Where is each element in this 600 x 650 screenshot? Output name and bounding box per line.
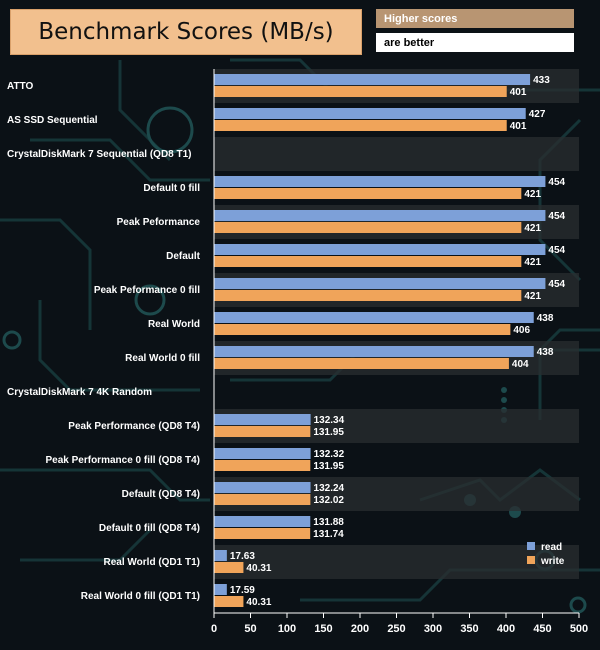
bar-read <box>214 346 534 357</box>
x-tick-label: 0 <box>211 623 217 635</box>
value-label-write: 401 <box>510 121 527 132</box>
bar-write <box>214 324 511 335</box>
category-label: Default 0 fill <box>143 183 200 194</box>
bar-write <box>214 120 507 131</box>
value-label-write: 401 <box>510 87 527 98</box>
value-label-write: 421 <box>524 189 541 200</box>
value-label-write: 40.31 <box>246 563 271 574</box>
bar-read <box>214 414 311 425</box>
bar-write <box>214 562 244 573</box>
bar-read <box>214 210 546 221</box>
value-label-read: 438 <box>537 347 554 358</box>
bar-write <box>214 358 509 369</box>
x-tick-label: 150 <box>314 623 332 635</box>
value-label-read: 17.63 <box>230 551 255 562</box>
bar-write <box>214 596 244 607</box>
value-label-read: 131.88 <box>313 517 344 528</box>
legend: read write <box>527 542 565 567</box>
bar-write <box>214 86 507 97</box>
category-label: CrystalDiskMark 7 Sequential (QD8 T1) <box>7 149 192 160</box>
category-label: Peak Peformance <box>117 217 201 228</box>
value-label-read: 438 <box>537 313 554 324</box>
note-higher-scores: Higher scores <box>376 9 574 28</box>
x-tick-label: 50 <box>244 623 256 635</box>
legend-write-label: write <box>540 556 565 567</box>
value-label-write: 132.02 <box>313 495 344 506</box>
legend-read-label: read <box>541 542 562 553</box>
category-label: Real World 0 fill <box>125 353 200 364</box>
category-label: Peak Performance (QD8 T4) <box>68 421 200 432</box>
category-label: Peak Peformance 0 fill <box>94 285 200 296</box>
bar-read <box>214 550 227 561</box>
category-label: ATTO <box>7 81 34 92</box>
bar-write <box>214 188 522 199</box>
bar-read <box>214 278 546 289</box>
value-label-read: 454 <box>548 177 565 188</box>
category-label: AS SSD Sequential <box>7 115 98 126</box>
value-label-write: 131.95 <box>313 461 344 472</box>
legend-read-swatch <box>527 542 535 550</box>
value-label-read: 132.32 <box>314 449 345 460</box>
value-label-write: 421 <box>524 291 541 302</box>
value-label-write: 131.74 <box>313 529 344 540</box>
bar-read <box>214 584 227 595</box>
bar-read <box>214 448 311 459</box>
category-label: Peak Performance 0 fill (QD8 T4) <box>45 455 200 466</box>
bar-read <box>214 312 534 323</box>
bar-write <box>214 222 522 233</box>
value-label-write: 421 <box>524 223 541 234</box>
category-label: Real World (QD1 T1) <box>104 557 201 568</box>
x-tick-label: 250 <box>387 623 405 635</box>
value-label-read: 132.24 <box>314 483 345 494</box>
x-tick-label: 350 <box>460 623 478 635</box>
legend-write-swatch <box>527 556 535 564</box>
category-label: CrystalDiskMark 7 4K Random <box>7 387 152 398</box>
bar-read <box>214 108 526 119</box>
bar-write <box>214 426 311 437</box>
bar-read <box>214 482 311 493</box>
category-label: Default 0 fill (QD8 T4) <box>99 523 200 534</box>
x-tick-label: 400 <box>497 623 515 635</box>
value-label-write: 40.31 <box>246 597 271 608</box>
x-tick-label: 450 <box>533 623 551 635</box>
row-stripe <box>214 545 579 579</box>
bar-write <box>214 256 522 267</box>
value-label-read: 132.34 <box>314 415 345 426</box>
bar-write <box>214 460 311 471</box>
value-label-read: 427 <box>529 109 546 120</box>
note-are-better: are better <box>376 33 574 52</box>
chart-title: Benchmark Scores (MB/s) <box>10 9 362 55</box>
bar-write <box>214 290 522 301</box>
category-label: Real World 0 fill (QD1 T1) <box>81 591 200 602</box>
value-label-read: 454 <box>548 279 565 290</box>
bar-read <box>214 176 546 187</box>
row-stripe <box>214 137 579 171</box>
x-tick-label: 500 <box>570 623 588 635</box>
value-label-write: 421 <box>524 257 541 268</box>
value-label-write: 131.95 <box>313 427 344 438</box>
category-label: Real World <box>148 319 200 330</box>
x-tick-label: 200 <box>351 623 369 635</box>
x-tick-label: 300 <box>424 623 442 635</box>
value-label-read: 454 <box>548 245 565 256</box>
bar-read <box>214 516 311 527</box>
value-label-read: 454 <box>548 211 565 222</box>
value-label-read: 17.59 <box>230 585 255 596</box>
value-label-write: 406 <box>513 325 530 336</box>
bar-write <box>214 528 311 539</box>
category-label: Default <box>166 251 201 262</box>
bar-read <box>214 74 531 85</box>
bar-write <box>214 494 311 505</box>
value-label-read: 433 <box>533 75 550 86</box>
value-label-write: 404 <box>512 359 529 370</box>
category-label: Default (QD8 T4) <box>122 489 200 500</box>
x-tick-label: 100 <box>278 623 296 635</box>
bar-read <box>214 244 546 255</box>
